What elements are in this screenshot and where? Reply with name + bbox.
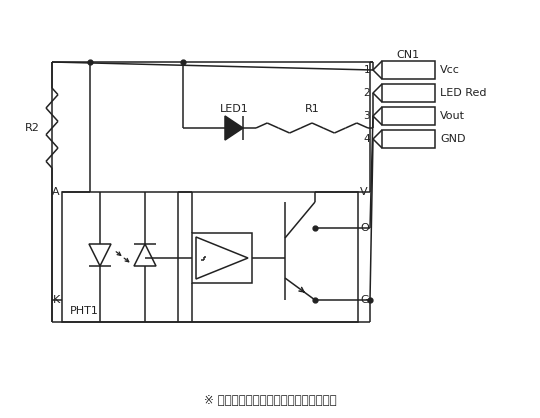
Text: V: V bbox=[360, 187, 368, 197]
Text: 2: 2 bbox=[363, 88, 370, 98]
Bar bbox=[62, 192, 358, 322]
Text: 3: 3 bbox=[363, 111, 370, 121]
Bar bbox=[382, 61, 435, 79]
Text: Vcc: Vcc bbox=[440, 65, 460, 75]
Text: PHT1: PHT1 bbox=[70, 306, 99, 316]
Text: 4: 4 bbox=[363, 134, 370, 144]
Text: K: K bbox=[53, 295, 60, 305]
Text: ※ 入光時ハイレベル、過光時ローレベル: ※ 入光時ハイレベル、過光時ローレベル bbox=[204, 393, 336, 406]
Bar bbox=[192, 233, 252, 283]
Text: CN1: CN1 bbox=[396, 50, 420, 60]
Text: GND: GND bbox=[440, 134, 465, 144]
Text: G: G bbox=[360, 295, 369, 305]
Text: A: A bbox=[52, 187, 60, 197]
Bar bbox=[382, 107, 435, 125]
Text: LED Red: LED Red bbox=[440, 88, 487, 98]
Text: R1: R1 bbox=[305, 104, 319, 114]
Bar bbox=[382, 84, 435, 102]
Text: R2: R2 bbox=[25, 123, 40, 133]
Bar bbox=[382, 130, 435, 148]
Text: LED1: LED1 bbox=[220, 104, 248, 114]
Text: 1: 1 bbox=[363, 65, 370, 75]
Text: O: O bbox=[360, 223, 369, 233]
Text: Vout: Vout bbox=[440, 111, 465, 121]
Polygon shape bbox=[225, 116, 243, 140]
